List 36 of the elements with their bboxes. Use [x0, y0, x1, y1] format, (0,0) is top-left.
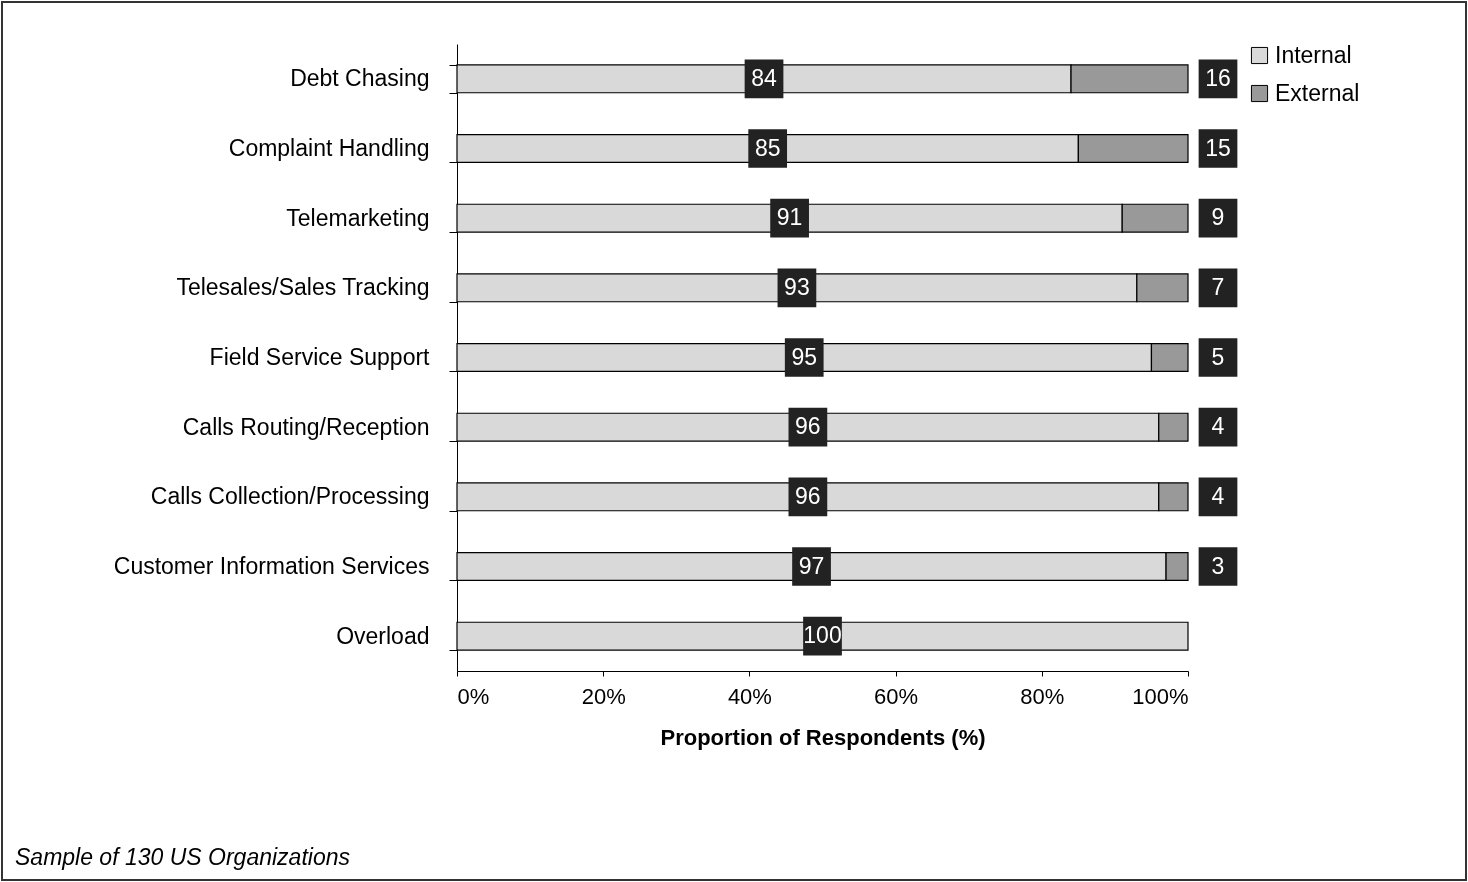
- data-label: 84: [751, 64, 778, 91]
- x-tick-label: 60%: [874, 683, 919, 709]
- x-tick-label: 100%: [1132, 683, 1189, 709]
- data-label: 15: [1205, 134, 1231, 161]
- y-tick-label: Overload: [336, 622, 430, 649]
- data-label: 93: [784, 273, 810, 300]
- data-label: 3: [1211, 552, 1225, 579]
- text: Sample of 130 US Organizations: [15, 844, 350, 871]
- data-label: 96: [795, 482, 821, 509]
- data-label: 97: [798, 552, 825, 579]
- data-label: 5: [1211, 343, 1225, 370]
- y-tick-label: Field Service Support: [209, 344, 431, 370]
- y-tick-label: Customer Information Services: [113, 553, 430, 579]
- legend-label: Internal: [1275, 41, 1352, 68]
- x-tick-label: 0%: [457, 683, 490, 709]
- data-label: 95: [791, 343, 818, 370]
- data-label: 7: [1211, 273, 1225, 300]
- x-tick-label: 40%: [727, 683, 772, 709]
- data-label: 91: [776, 204, 803, 231]
- legend-label: External: [1275, 79, 1360, 106]
- data-label: 16: [1205, 64, 1231, 91]
- data-label: 9: [1211, 204, 1225, 231]
- y-tick-label: Telesales/Sales Tracking: [176, 274, 430, 301]
- x-tick-label: 20%: [581, 683, 626, 709]
- data-label: 4: [1211, 413, 1225, 440]
- x-axis-title: Proportion of Respondents (%): [660, 724, 986, 750]
- x-tick-label: 80%: [1020, 683, 1065, 709]
- data-label: 100: [803, 622, 842, 649]
- y-tick-label: Calls Routing/Reception: [182, 413, 430, 440]
- y-tick-label: Complaint Handling: [228, 135, 430, 161]
- y-tick-label: Telemarketing: [286, 204, 430, 231]
- data-label: 85: [754, 134, 781, 161]
- data-label: 4: [1211, 482, 1225, 509]
- data-label: 96: [795, 413, 821, 440]
- y-tick-label: Calls Collection/Processing: [150, 483, 430, 510]
- y-tick-label: Debt Chasing: [290, 65, 430, 92]
